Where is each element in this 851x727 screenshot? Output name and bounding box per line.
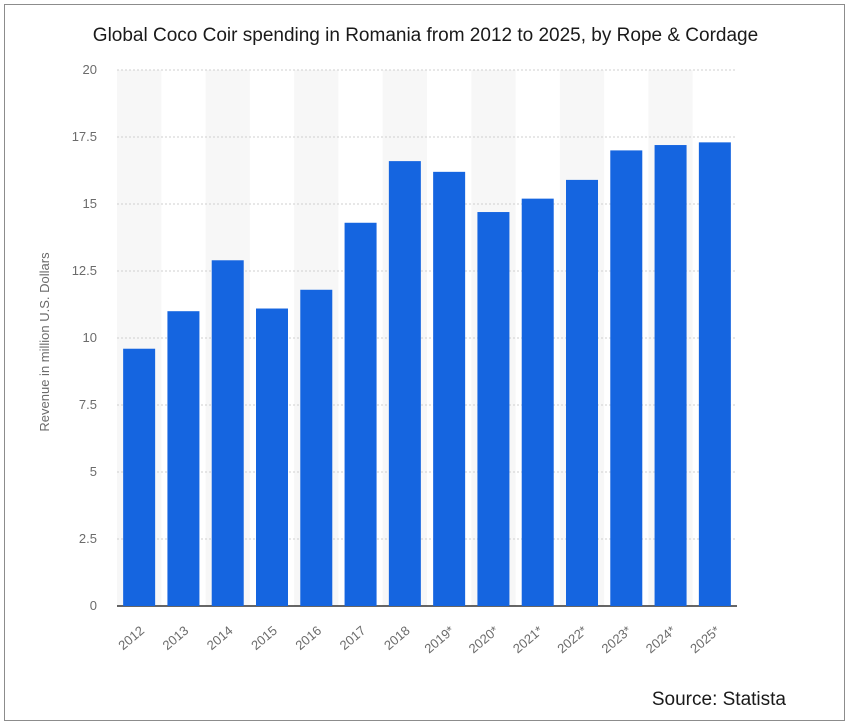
x-tick-label: 2025* bbox=[687, 623, 723, 656]
x-tick-label: 2020* bbox=[466, 623, 502, 656]
y-tick-label: 12.5 bbox=[72, 263, 97, 278]
y-tick-label: 7.5 bbox=[79, 397, 97, 412]
y-tick-label: 20 bbox=[83, 62, 97, 77]
x-tick-label: 2024* bbox=[643, 623, 679, 656]
x-tick-label: 2015 bbox=[248, 623, 280, 653]
y-tick-label: 17.5 bbox=[72, 129, 97, 144]
source-label: Source: Statista bbox=[651, 689, 786, 710]
bar-2020 bbox=[477, 212, 510, 607]
bar-2014 bbox=[211, 260, 244, 606]
x-tick-label: 2022* bbox=[554, 623, 590, 656]
bar-2013 bbox=[167, 311, 200, 606]
bar-2022 bbox=[566, 179, 598, 606]
y-tick-label: 2.5 bbox=[79, 531, 97, 546]
bar-2025 bbox=[698, 142, 731, 607]
y-tick-label: 15 bbox=[83, 196, 97, 211]
x-tick-label: 2016 bbox=[292, 623, 324, 653]
bar-2015 bbox=[256, 308, 288, 606]
bar-chart: 0 2.5 5 7.5 10 12.5 15 17.5 20 2012 2013 2014 2015 20… bbox=[37, 62, 737, 656]
bar-2024 bbox=[654, 145, 687, 607]
x-tick-label: 2017 bbox=[337, 623, 369, 653]
x-tick-label: 2019* bbox=[421, 623, 457, 656]
bar-2021 bbox=[521, 198, 554, 606]
bar-2023 bbox=[610, 150, 643, 606]
y-tick-label: 10 bbox=[83, 330, 97, 345]
y-tick-label: 0 bbox=[90, 598, 97, 613]
bar-2019 bbox=[433, 171, 466, 606]
x-tick-label: 2012 bbox=[115, 623, 147, 653]
bar-2012 bbox=[123, 348, 156, 606]
x-tick-label: 2018 bbox=[381, 623, 413, 653]
chart-frame: Global Coco Coir spending in Romania fro… bbox=[4, 4, 845, 721]
bar-2016 bbox=[300, 289, 333, 606]
chart-title: Global Coco Coir spending in Romania fro… bbox=[92, 25, 759, 46]
x-tick-label: 2023* bbox=[599, 623, 635, 656]
bar-2018 bbox=[388, 161, 421, 606]
x-tick-label: 2021* bbox=[510, 623, 546, 656]
x-tick-label: 2013 bbox=[160, 623, 192, 653]
y-axis-title: Revenue in million U.S. Dollars bbox=[37, 252, 52, 432]
y-tick-label: 5 bbox=[90, 464, 97, 479]
x-tick-label: 2014 bbox=[204, 623, 236, 653]
bar-2017 bbox=[344, 222, 377, 606]
